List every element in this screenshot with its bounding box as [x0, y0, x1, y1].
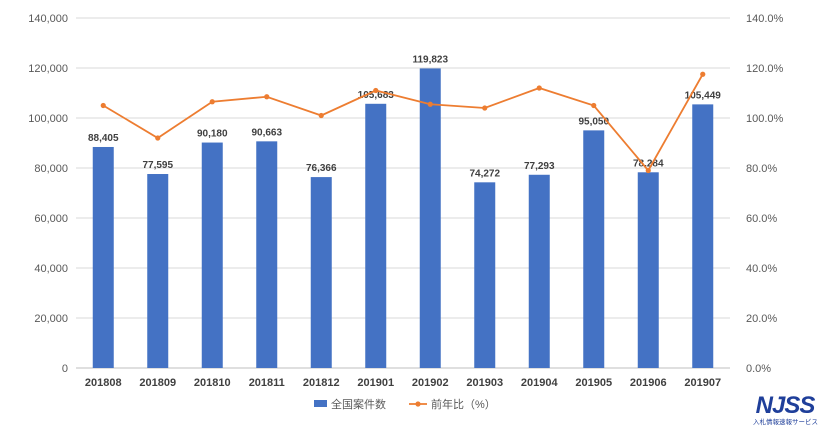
bar: [256, 141, 278, 368]
y-right-tick-label: 80.0%: [746, 163, 777, 175]
bar: [365, 103, 387, 368]
y-right-tick-label: 120.0%: [746, 63, 784, 75]
y-left-tick-label: 100,000: [28, 113, 68, 125]
x-tick-label: 201811: [249, 377, 285, 389]
x-tick-label: 201907: [684, 377, 721, 389]
x-tick-label: 201809: [139, 377, 176, 389]
logo-subtitle: 入札情報速報サービス: [753, 418, 818, 426]
bar-data-label: 78,284: [633, 158, 664, 169]
x-axis: 201808 201809 201810 201811 201812 201901 2019…: [85, 377, 721, 389]
y-right-tick-label: 100.0%: [746, 113, 784, 125]
line-point: [536, 85, 542, 91]
bar-data-label: 95,050: [578, 116, 609, 127]
y-left-tick-label: 40,000: [34, 263, 68, 275]
y-left-tick-label: 20,000: [34, 313, 68, 325]
left-y-axis: 0 20,000 40,000 60,000 80,000 100,000 120,000 1…: [28, 13, 68, 375]
bar-data-label: 105,683: [358, 90, 395, 101]
legend-bar-label: 全国案件数: [331, 397, 386, 411]
line-point: [264, 94, 270, 100]
y-right-tick-label: 140.0%: [746, 13, 784, 25]
bar: [201, 142, 223, 368]
bar-series: 88,405 77,595 90,180 90,663 76,366 105,683 119…: [88, 54, 721, 368]
bar-data-label: 76,366: [306, 163, 337, 174]
y-right-tick-label: 20.0%: [746, 313, 777, 325]
bar: [419, 68, 441, 368]
y-left-tick-label: 140,000: [28, 13, 68, 25]
bar-data-label: 77,595: [142, 160, 173, 171]
bar-data-label: 90,663: [251, 127, 282, 138]
line-point: [318, 112, 324, 119]
y-left-tick-label: 80,000: [34, 163, 68, 175]
y-left-tick-label: 120,000: [28, 63, 68, 75]
y-left-tick-label: 0: [62, 363, 68, 375]
legend-line-marker: [415, 401, 421, 407]
bar-data-label: 74,272: [469, 168, 500, 179]
x-tick-label: 201902: [412, 377, 449, 389]
x-tick-label: 201810: [194, 377, 231, 389]
line-point: [100, 102, 106, 109]
line-series: [100, 71, 706, 174]
y-right-tick-label: 60.0%: [746, 213, 777, 225]
legend: 全国案件数 前年比（%）: [314, 397, 496, 411]
bar: [147, 174, 169, 368]
legend-bar-swatch: [314, 400, 327, 407]
bar: [583, 130, 605, 368]
bar: [692, 104, 714, 368]
line-point: [700, 71, 706, 77]
bar-data-label: 77,293: [524, 161, 555, 172]
y-left-tick-label: 60,000: [34, 213, 68, 225]
gridlines: [76, 17, 730, 369]
bar: [92, 146, 114, 368]
bar-data-label: 88,405: [88, 133, 119, 144]
logo-mark: NJSS: [755, 392, 816, 419]
x-tick-label: 201808: [85, 377, 122, 389]
bar-data-label: 119,823: [412, 54, 448, 65]
legend-line-label: 前年比（%）: [431, 397, 496, 411]
line-point: [427, 101, 433, 107]
y-right-tick-label: 40.0%: [746, 263, 777, 275]
line-point: [645, 167, 651, 174]
x-tick-label: 201906: [630, 377, 667, 389]
line-point: [373, 87, 379, 94]
line-path: [102, 73, 704, 173]
line-point: [155, 135, 161, 141]
x-tick-label: 201812: [303, 377, 340, 389]
right-y-axis: 0.0% 20.0% 40.0% 60.0% 80.0% 100.0% 120.0% 140.…: [746, 13, 784, 375]
x-tick-label: 201903: [466, 377, 503, 389]
bar: [474, 182, 496, 368]
bar: [528, 174, 550, 368]
njss-logo: NJSS 入札情報速報サービス: [753, 392, 818, 427]
y-right-tick-label: 0.0%: [746, 363, 771, 375]
line-point: [591, 102, 597, 109]
bar-data-label: 105,449: [685, 90, 722, 101]
x-tick-label: 201904: [521, 377, 559, 389]
x-tick-label: 201901: [357, 377, 394, 389]
line-point: [209, 99, 215, 105]
bar: [310, 177, 332, 368]
bar-data-label: 90,180: [197, 129, 228, 140]
x-tick-label: 201905: [575, 377, 612, 389]
bar: [637, 172, 659, 368]
line-point: [482, 105, 488, 111]
